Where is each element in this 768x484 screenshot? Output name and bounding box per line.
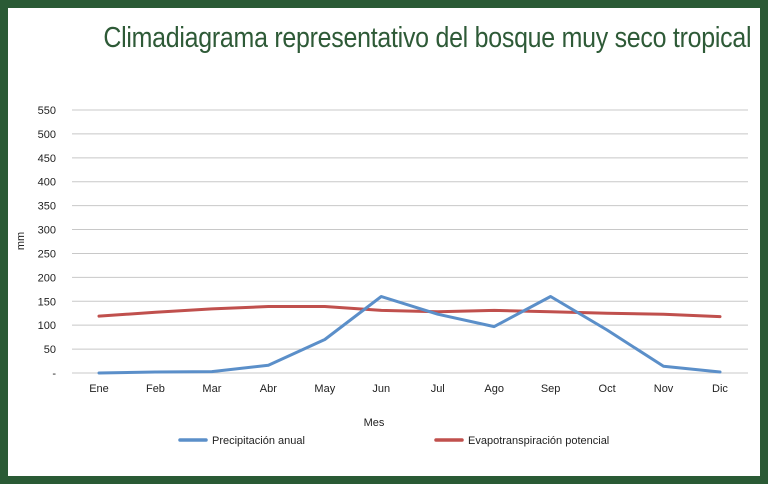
y-tick-label: 450: [38, 153, 56, 165]
x-axis-label: Mes: [364, 417, 385, 429]
x-tick-label: Abr: [260, 383, 277, 395]
series-line: [97, 305, 722, 319]
y-tick-label: 50: [44, 344, 56, 356]
y-axis-label: mm: [15, 232, 27, 250]
chart-title: Climadiagrama representativo del bosque …: [103, 22, 752, 54]
x-tick-label: Ago: [484, 383, 504, 395]
x-tick-label: Mar: [202, 383, 221, 395]
x-tick-label: Jul: [431, 383, 445, 395]
x-tick-label: Ene: [89, 383, 109, 395]
legend-label: Evapotranspiración potencial: [468, 435, 609, 447]
y-tick-label: 400: [38, 177, 56, 189]
y-tick-label: 100: [38, 320, 56, 332]
grid: [72, 109, 748, 374]
y-tick-label: 200: [38, 272, 56, 284]
x-tick-label: Nov: [654, 383, 674, 395]
y-tick-label: -: [52, 368, 56, 380]
y-tick-label: 250: [38, 248, 56, 260]
series-line: [97, 295, 722, 375]
chart-panel: [8, 8, 760, 476]
legend-label: Precipitación anual: [212, 435, 305, 447]
y-tick-label: 500: [38, 129, 56, 141]
y-tick-label: 350: [38, 201, 56, 213]
y-tick-label: 300: [38, 225, 56, 237]
x-tick-label: Oct: [599, 383, 616, 395]
x-tick-label: Dic: [712, 383, 728, 395]
y-tick-labels: - 50 100 150 200 250 300 350 400 450 500 550: [38, 105, 57, 380]
y-tick-label: 550: [38, 105, 56, 117]
x-tick-label: Sep: [541, 383, 561, 395]
x-tick-label: Feb: [146, 383, 165, 395]
legend: Precipitación anual Evapotranspiración po…: [178, 435, 609, 447]
x-tick-label: Jun: [372, 383, 390, 395]
x-tick-label: May: [314, 383, 335, 395]
series-lines: [97, 295, 722, 375]
x-tick-labels: Ene Feb Mar Abr May Jun Jul Ago Sep Oct Nov Dic: [89, 383, 728, 395]
y-tick-label: 150: [38, 296, 56, 308]
